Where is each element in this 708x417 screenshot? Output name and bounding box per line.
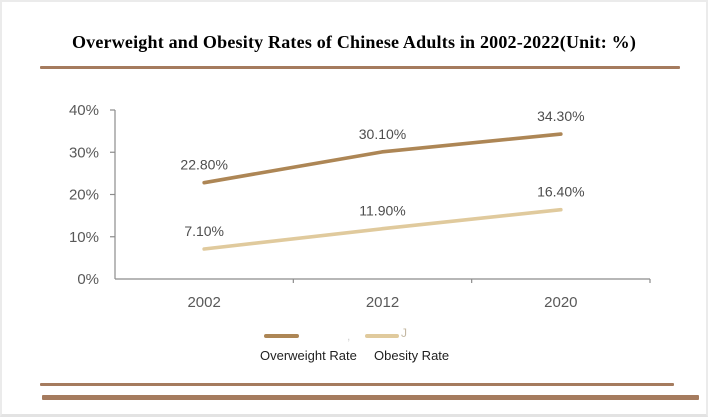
series-line-obesity-rate (202, 207, 563, 251)
x-axis-tick-label: 2020 (544, 294, 577, 311)
legend-swatch-overweight-rate (264, 334, 299, 338)
y-axis-tick-label: 20% (69, 187, 99, 204)
legend-swatch-obesity-rate (365, 334, 399, 338)
legend-label-overweight-rate: Overweight Rate (260, 348, 357, 363)
x-axis-tick-label: 2012 (366, 294, 399, 311)
y-axis-tick-label: 0% (77, 271, 99, 288)
y-axis-tick-label: 40% (69, 102, 99, 119)
y-axis-tick-label: 30% (69, 144, 99, 161)
data-label-obesity-rate: 16.40% (537, 184, 584, 200)
bottom-divider-thin (40, 383, 674, 386)
data-label-overweight-rate: 30.10% (359, 126, 406, 142)
x-axis-tick-label: 2002 (187, 294, 220, 311)
line-chart-canvas: 0% 10% 20% 30% 40% 2002 2012 2020 22.80% 30.10% 34… (69, 102, 651, 311)
chart-title: Overweight and Obesity Rates of Chinese … (71, 32, 637, 52)
series-line-overweight-rate (202, 132, 563, 185)
legend-label-obesity-rate: Obesity Rate (374, 348, 450, 363)
data-label-overweight-rate: 22.80% (180, 157, 227, 173)
legend-stray-mark-end: J (401, 326, 407, 340)
data-label-overweight-rate: 34.30% (537, 108, 584, 124)
y-axis-tick-label: 10% (69, 229, 99, 246)
data-label-obesity-rate: 7.10% (184, 223, 224, 239)
bottom-divider-thick (42, 395, 699, 400)
legend-stray-mark-mid: , (347, 329, 351, 343)
data-label-obesity-rate: 11.90% (359, 203, 405, 219)
top-divider (40, 66, 680, 69)
